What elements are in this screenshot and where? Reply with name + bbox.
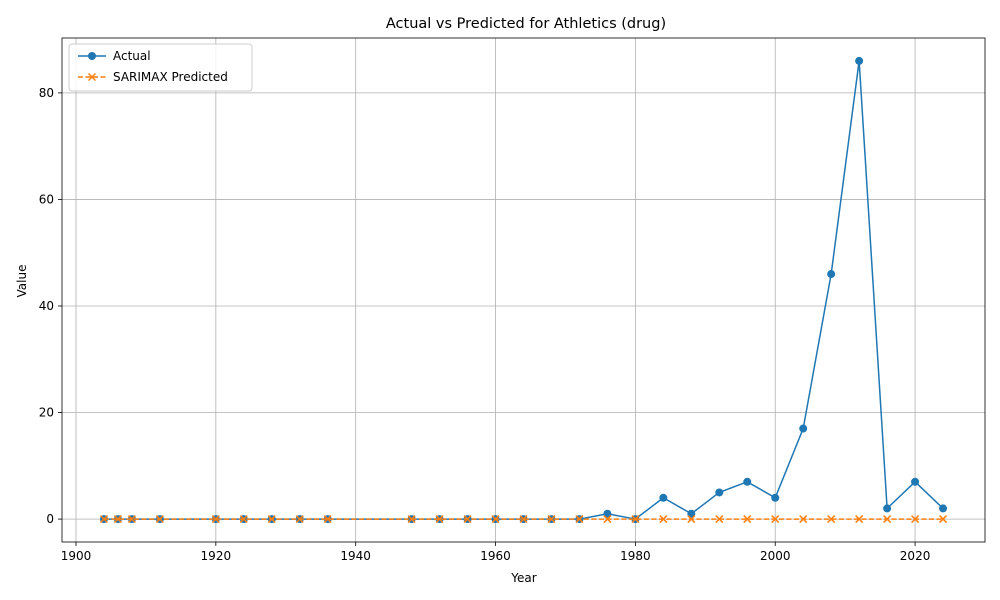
legend-box [68, 43, 253, 92]
data-point-predicted [743, 515, 752, 524]
data-point-actual [911, 477, 920, 486]
data-point-actual [687, 509, 696, 518]
data-point-actual [799, 424, 808, 433]
data-point-predicted [267, 515, 276, 524]
y-tick-label: 20 [39, 406, 54, 420]
x-axis-label: Year [510, 571, 536, 585]
data-point-predicted [127, 515, 136, 524]
data-point-actual [743, 477, 752, 486]
data-point-predicted [827, 515, 836, 524]
x-tick-label: 1920 [201, 549, 232, 563]
data-point-predicted [575, 515, 584, 524]
data-point-actual [659, 493, 668, 502]
y-tick-label: 0 [46, 512, 54, 526]
data-point-predicted [463, 515, 472, 524]
x-tick-label: 1900 [61, 549, 92, 563]
legend-label-actual: Actual [113, 49, 151, 63]
data-point-predicted [99, 515, 108, 524]
series-layer [99, 56, 948, 524]
data-point-predicted [883, 515, 892, 524]
data-point-predicted [659, 515, 668, 524]
data-point-predicted [799, 515, 808, 524]
data-point-actual [939, 504, 948, 513]
data-point-predicted [911, 515, 920, 524]
legend-entry-actual: Actual [78, 49, 151, 63]
y-axis: 0 20 40 60 80 [39, 86, 62, 526]
data-point-predicted [519, 515, 528, 524]
x-axis: 1900 1920 1940 1960 1980 2000 2020 [61, 542, 931, 563]
legend-entry-predicted: SARIMAX Predicted [78, 70, 228, 84]
data-point-predicted [491, 515, 500, 524]
x-tick-label: 2020 [900, 549, 931, 563]
data-point-actual [827, 270, 836, 279]
data-point-actual [603, 509, 612, 518]
plot-frame [61, 37, 986, 543]
data-point-actual [771, 493, 780, 502]
x-tick-label: 1980 [620, 549, 651, 563]
data-point-predicted [771, 515, 780, 524]
data-point-predicted [855, 515, 864, 524]
data-point-predicted [715, 515, 724, 524]
y-tick-label: 80 [39, 86, 54, 100]
data-point-predicted [323, 515, 332, 524]
data-point-predicted [547, 515, 556, 524]
legend-label-predicted: SARIMAX Predicted [113, 70, 228, 84]
series-predicted [99, 515, 948, 524]
data-point-predicted [435, 515, 444, 524]
y-tick-label: 60 [39, 192, 54, 206]
data-point-predicted [211, 515, 220, 524]
x-tick-label: 2000 [760, 549, 791, 563]
data-point-predicted [603, 515, 612, 524]
y-axis-label: Value [15, 265, 29, 298]
y-tick-label: 40 [39, 299, 54, 313]
data-point-predicted [239, 515, 248, 524]
data-point-predicted [295, 515, 304, 524]
legend-marker-predicted [87, 72, 97, 82]
chart-title: Actual vs Predicted for Athletics (drug) [386, 16, 666, 32]
data-point-predicted [687, 515, 696, 524]
data-point-actual [715, 488, 724, 497]
data-point-actual [855, 56, 864, 65]
legend-marker-actual [88, 52, 96, 60]
data-point-predicted [631, 515, 640, 524]
data-point-predicted [155, 515, 164, 524]
x-tick-label: 1940 [340, 549, 371, 563]
data-point-actual [883, 504, 892, 513]
data-point-predicted [939, 515, 948, 524]
legend: Actual SARIMAX Predicted [68, 43, 253, 92]
data-point-predicted [407, 515, 416, 524]
data-point-predicted [113, 515, 122, 524]
x-tick-label: 1960 [480, 549, 511, 563]
